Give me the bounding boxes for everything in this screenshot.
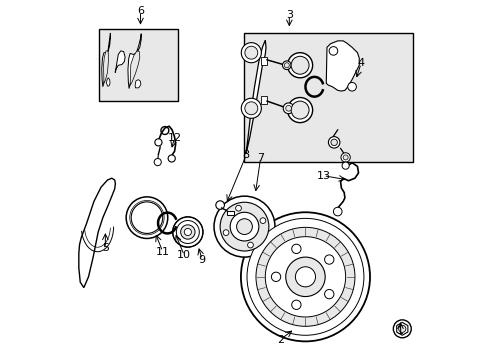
Polygon shape: [106, 78, 110, 86]
Polygon shape: [245, 40, 265, 153]
Circle shape: [241, 212, 369, 341]
Circle shape: [284, 63, 289, 68]
Circle shape: [244, 102, 257, 115]
Text: 7: 7: [257, 153, 264, 163]
Circle shape: [340, 153, 349, 162]
Polygon shape: [128, 34, 141, 89]
Bar: [260, 57, 266, 65]
Text: 11: 11: [155, 247, 169, 257]
Circle shape: [343, 155, 347, 160]
Polygon shape: [79, 178, 115, 288]
Circle shape: [291, 300, 301, 310]
Polygon shape: [102, 33, 110, 87]
Circle shape: [247, 242, 253, 248]
Circle shape: [287, 98, 312, 123]
Circle shape: [347, 82, 356, 91]
Circle shape: [282, 61, 290, 69]
Circle shape: [330, 139, 337, 145]
Text: 6: 6: [137, 6, 143, 17]
Circle shape: [260, 218, 265, 224]
Circle shape: [398, 325, 405, 332]
Circle shape: [172, 217, 203, 247]
Circle shape: [271, 272, 280, 282]
Polygon shape: [325, 41, 359, 91]
Text: 13: 13: [316, 171, 330, 181]
Circle shape: [126, 197, 167, 238]
Polygon shape: [103, 51, 108, 83]
Text: 10: 10: [177, 250, 191, 260]
Circle shape: [154, 158, 161, 166]
Bar: [227, 211, 233, 215]
Circle shape: [290, 101, 308, 119]
Circle shape: [235, 205, 241, 211]
Circle shape: [285, 105, 291, 111]
Circle shape: [180, 225, 195, 239]
Text: 3: 3: [285, 10, 292, 20]
Polygon shape: [115, 51, 125, 72]
Circle shape: [244, 46, 257, 59]
Circle shape: [287, 53, 312, 78]
Polygon shape: [396, 322, 407, 335]
Circle shape: [290, 56, 308, 74]
Circle shape: [241, 42, 261, 63]
Circle shape: [168, 155, 175, 162]
Circle shape: [333, 207, 341, 216]
Circle shape: [392, 320, 410, 338]
Circle shape: [176, 221, 199, 243]
Circle shape: [131, 202, 163, 233]
Circle shape: [283, 103, 293, 114]
Circle shape: [285, 257, 325, 297]
Circle shape: [255, 227, 354, 326]
Bar: [244, 33, 412, 162]
Circle shape: [246, 219, 363, 335]
Circle shape: [230, 212, 258, 241]
Circle shape: [155, 139, 162, 146]
Text: 12: 12: [167, 133, 181, 143]
Bar: [260, 96, 266, 104]
Circle shape: [291, 244, 301, 253]
Polygon shape: [130, 51, 140, 85]
Circle shape: [295, 267, 315, 287]
Circle shape: [241, 98, 261, 118]
Circle shape: [328, 136, 339, 148]
Circle shape: [220, 202, 268, 251]
Text: 8: 8: [242, 150, 249, 160]
Circle shape: [184, 228, 191, 235]
Circle shape: [324, 289, 333, 299]
Bar: [99, 30, 178, 101]
Polygon shape: [135, 80, 141, 88]
Circle shape: [236, 219, 252, 234]
Text: 9: 9: [198, 255, 205, 265]
Text: 1: 1: [396, 325, 403, 336]
Text: 4: 4: [357, 58, 364, 68]
Circle shape: [214, 196, 274, 257]
Text: 5: 5: [102, 243, 109, 253]
Circle shape: [215, 201, 224, 210]
Circle shape: [328, 46, 337, 55]
Text: 2: 2: [276, 334, 284, 345]
Circle shape: [223, 230, 228, 235]
Circle shape: [265, 237, 345, 317]
Circle shape: [341, 162, 348, 169]
Circle shape: [324, 255, 333, 264]
